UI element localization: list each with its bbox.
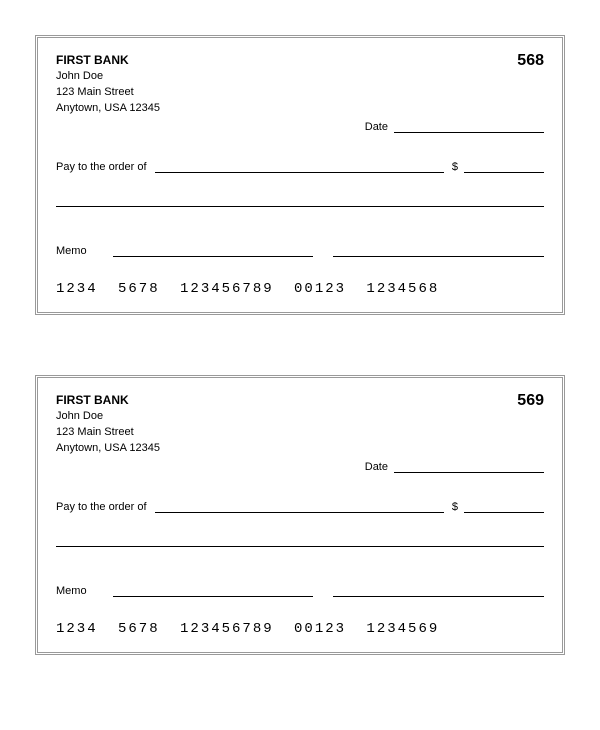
dollar-label: $ [452, 501, 458, 513]
pay-to-label: Pay to the order of [56, 501, 147, 513]
bank-address-block: FIRST BANK John Doe 123 Main Street Anyt… [56, 392, 160, 457]
memo-field[interactable] [113, 585, 313, 597]
address-line-1: 123 Main Street [56, 85, 160, 101]
amount-numeric-field[interactable] [464, 501, 544, 513]
check-header: FIRST BANK John Doe 123 Main Street Anyt… [56, 52, 544, 117]
check-number: 569 [517, 392, 544, 410]
pay-to-row: Pay to the order of $ [56, 161, 544, 173]
check: FIRST BANK John Doe 123 Main Street Anyt… [35, 35, 565, 315]
date-field[interactable] [394, 461, 544, 473]
bank-address-block: FIRST BANK John Doe 123 Main Street Anyt… [56, 52, 160, 117]
account-holder: John Doe [56, 69, 160, 85]
micr-line: 1234 5678 123456789 00123 1234568 [56, 281, 544, 297]
date-label: Date [365, 121, 388, 133]
check: FIRST BANK John Doe 123 Main Street Anyt… [35, 375, 565, 655]
account-holder: John Doe [56, 409, 160, 425]
bank-name: FIRST BANK [56, 52, 160, 69]
payee-field[interactable] [155, 161, 444, 173]
memo-label: Memo [56, 585, 87, 597]
address-line-2: Anytown, USA 12345 [56, 441, 160, 457]
date-row: Date [56, 461, 544, 473]
date-row: Date [56, 121, 544, 133]
pay-to-label: Pay to the order of [56, 161, 147, 173]
check-header: FIRST BANK John Doe 123 Main Street Anyt… [56, 392, 544, 457]
address-line-2: Anytown, USA 12345 [56, 101, 160, 117]
amount-words-field[interactable] [56, 535, 544, 547]
memo-signature-row: Memo [56, 245, 544, 257]
memo-signature-row: Memo [56, 585, 544, 597]
address-line-1: 123 Main Street [56, 425, 160, 441]
date-field[interactable] [394, 121, 544, 133]
signature-field[interactable] [333, 585, 544, 597]
signature-field[interactable] [333, 245, 544, 257]
amount-words-field[interactable] [56, 195, 544, 207]
micr-line: 1234 5678 123456789 00123 1234569 [56, 621, 544, 637]
bank-name: FIRST BANK [56, 392, 160, 409]
payee-field[interactable] [155, 501, 444, 513]
memo-field[interactable] [113, 245, 313, 257]
amount-numeric-field[interactable] [464, 161, 544, 173]
check-number: 568 [517, 52, 544, 70]
memo-label: Memo [56, 245, 87, 257]
date-label: Date [365, 461, 388, 473]
pay-to-row: Pay to the order of $ [56, 501, 544, 513]
dollar-label: $ [452, 161, 458, 173]
